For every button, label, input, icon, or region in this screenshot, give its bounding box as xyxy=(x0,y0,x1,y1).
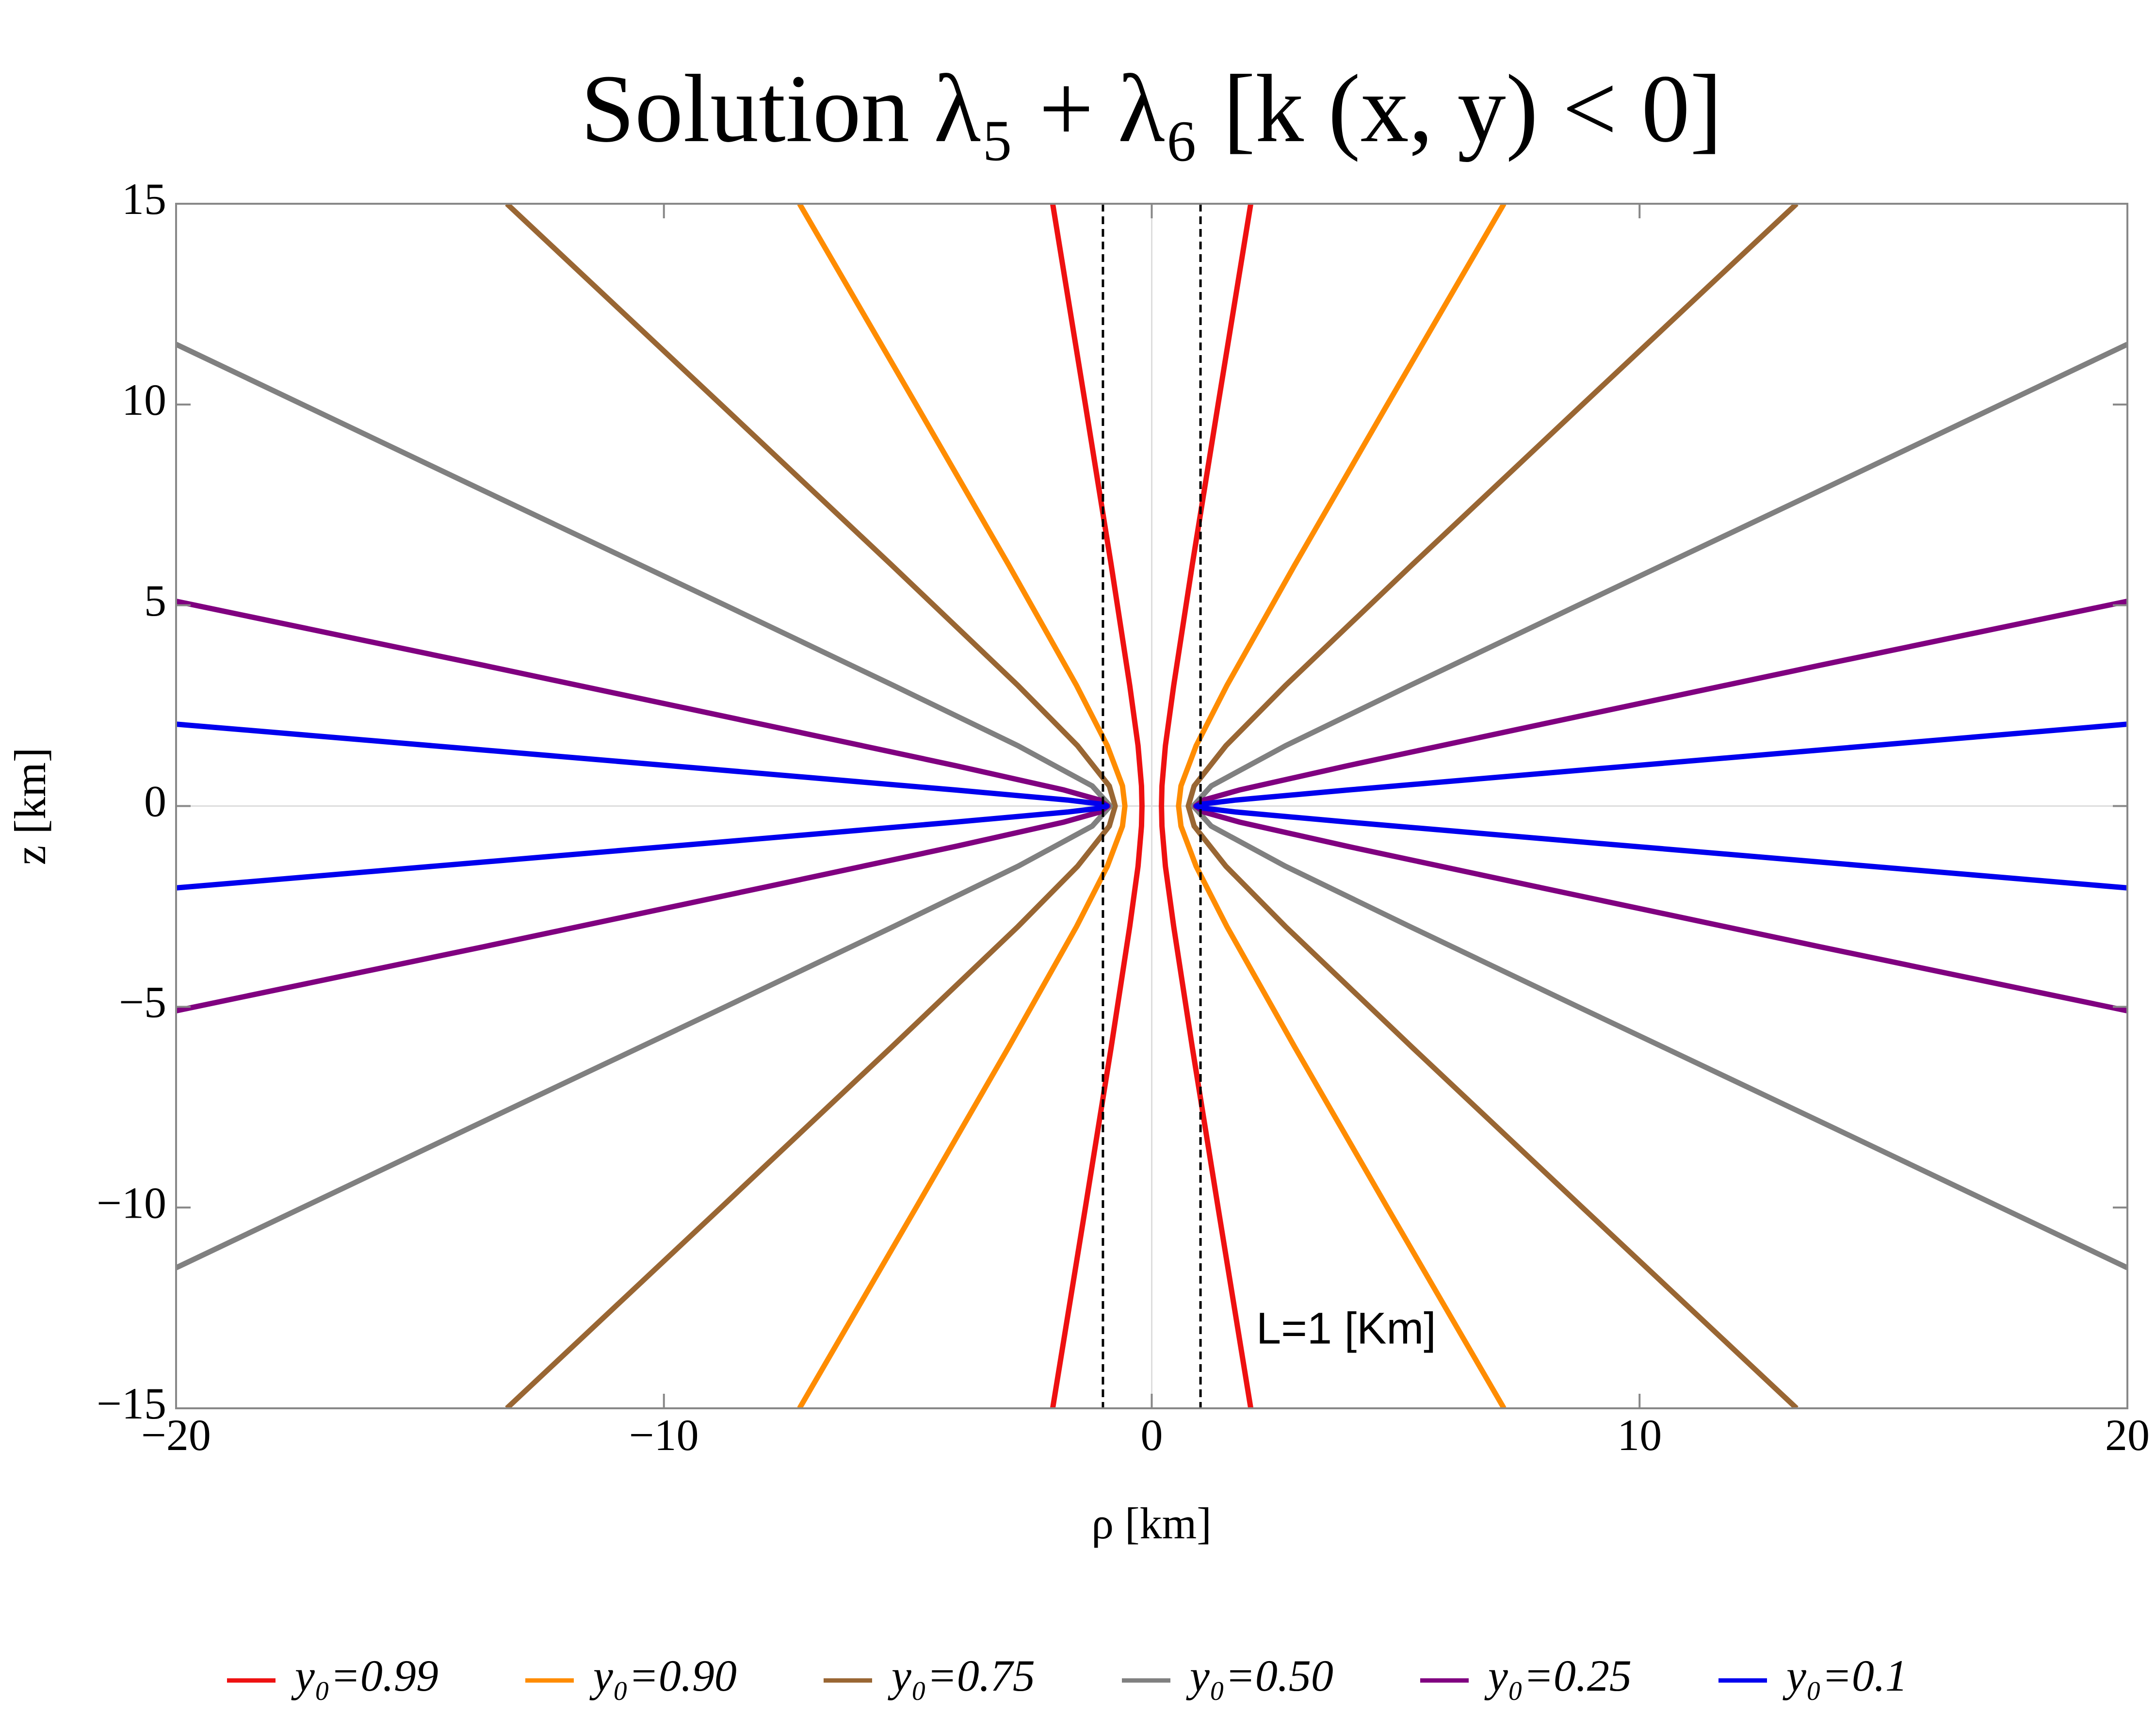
y-tick-label: −15 xyxy=(97,1379,166,1428)
series-line xyxy=(505,204,1799,1408)
y-tick-label: −5 xyxy=(119,977,166,1027)
x-tick-label: 10 xyxy=(1617,1410,1662,1460)
x-tick-label: 20 xyxy=(2105,1410,2150,1460)
series-line xyxy=(176,721,2127,891)
y-tick-label: 10 xyxy=(122,375,166,424)
annotation: L=1 [Km] xyxy=(1256,1304,1436,1353)
x-axis-label: ρ [km] xyxy=(1091,1499,1212,1548)
legend-label: y₀=0.50 xyxy=(1186,1651,1333,1700)
legend-label: y₀=0.1 xyxy=(1783,1651,1908,1700)
series-line xyxy=(1050,204,1254,1408)
y-tick-label: 0 xyxy=(144,777,166,826)
legend-label: y₀=0.90 xyxy=(589,1651,737,1700)
legend-label: y₀=0.25 xyxy=(1484,1651,1632,1700)
legend-label: y₀=0.75 xyxy=(888,1651,1035,1700)
legend-label: y₀=0.99 xyxy=(291,1651,438,1700)
y-tick-label: 15 xyxy=(122,174,166,224)
y-tick-label: 5 xyxy=(144,576,166,625)
x-tick-label: −10 xyxy=(629,1410,699,1460)
y-axis-label: z [km] xyxy=(5,748,55,865)
chart-title: Solution λ₅ + λ₆ [k (x, y) < 0] xyxy=(581,55,1722,163)
series-line xyxy=(797,204,1507,1408)
y-tick-label: −10 xyxy=(97,1178,166,1227)
x-tick-label: 0 xyxy=(1141,1410,1163,1460)
x-tick-label: −20 xyxy=(141,1410,211,1460)
